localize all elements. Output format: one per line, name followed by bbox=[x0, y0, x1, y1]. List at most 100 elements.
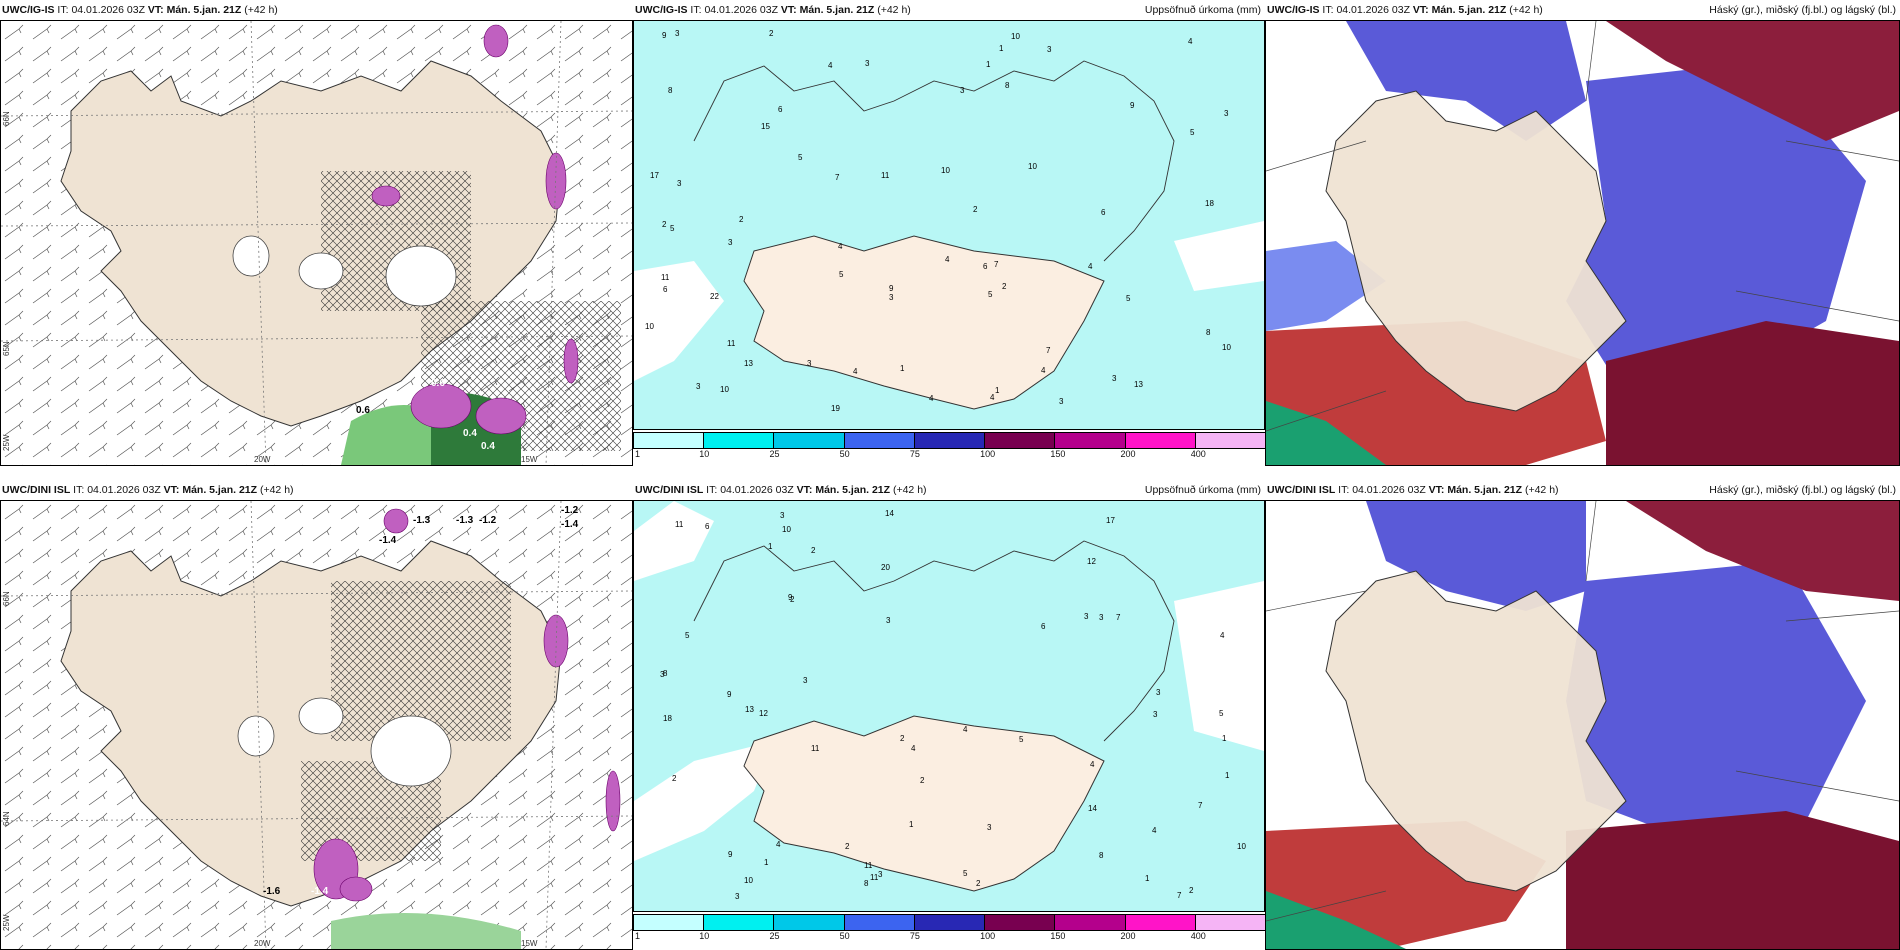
colorbar-tick: 10 bbox=[699, 931, 710, 941]
station-value: 2 bbox=[900, 734, 905, 743]
station-value: 7 bbox=[1177, 891, 1182, 900]
station-value: 5 bbox=[963, 869, 968, 878]
station-value: 11 bbox=[864, 861, 873, 870]
station-value: 3 bbox=[807, 359, 812, 368]
station-value: 3 bbox=[886, 616, 891, 625]
station-value: 3 bbox=[696, 382, 701, 391]
it-value: 04.01.2026 03Z bbox=[87, 484, 161, 496]
colorbar-tick: 150 bbox=[1050, 449, 1066, 459]
station-value: 10 bbox=[720, 385, 729, 394]
station-value: 5 bbox=[988, 290, 993, 299]
station-value: 18 bbox=[1205, 199, 1214, 208]
it-label: IT: bbox=[73, 484, 85, 496]
it-label: IT: bbox=[690, 4, 702, 16]
panel-header: UWC/IG-IS IT: 04.01.2026 03Z VT: Mán. 5.… bbox=[0, 0, 633, 20]
station-value: 2 bbox=[739, 215, 744, 224]
station-value: 3 bbox=[677, 179, 682, 188]
station-value: 4 bbox=[1041, 366, 1046, 375]
station-value: 10 bbox=[1237, 842, 1246, 851]
colorbar-tick: 25 bbox=[769, 449, 780, 459]
colorbar-swatch bbox=[633, 914, 705, 931]
station-value: 11 bbox=[870, 873, 879, 882]
high-cloud bbox=[1606, 21, 1899, 141]
colorbar-tick: 100 bbox=[980, 931, 996, 941]
field-title: Háský (gr.), miðský (fj.bl.) og lágský (… bbox=[1709, 484, 1896, 496]
panel-dini-cloud: UWC/DINI ISL IT: 04.01.2026 03Z VT: Mán.… bbox=[1265, 480, 1900, 950]
value-label: -1.4 bbox=[311, 886, 329, 897]
panel-header: UWC/IG-IS IT: 04.01.2026 03Z VT: Mán. 5.… bbox=[1265, 0, 1900, 20]
it-value: 04.01.2026 03Z bbox=[704, 4, 778, 16]
station-value: 3 bbox=[1156, 688, 1161, 697]
station-value: 3 bbox=[1112, 374, 1117, 383]
field-title: Háský (gr.), miðský (fj.bl.) og lágský (… bbox=[1709, 4, 1896, 16]
map-temperature-wind: 66N 65N 25W 20W 15W 0.6 0.6 0.4 0.4 bbox=[0, 20, 633, 466]
station-value: 3 bbox=[780, 511, 785, 520]
high-cloud bbox=[1626, 501, 1899, 601]
green-area bbox=[331, 913, 521, 949]
station-value: 3 bbox=[1099, 613, 1104, 622]
lead-time: (+42 h) bbox=[1509, 4, 1543, 16]
station-value: 11 bbox=[881, 171, 890, 180]
station-value: 9 bbox=[889, 284, 894, 293]
station-value: 4 bbox=[1090, 760, 1095, 769]
vt-value: Mán. 5.jan. 21Z bbox=[1447, 484, 1523, 496]
station-value: 20 bbox=[881, 563, 890, 572]
colorbar-tick: 75 bbox=[909, 931, 920, 941]
vt-label: VT: bbox=[163, 484, 180, 496]
station-value: 4 bbox=[990, 393, 995, 402]
station-value: 2 bbox=[672, 774, 677, 783]
station-value: 10 bbox=[645, 322, 654, 331]
station-value: 3 bbox=[889, 293, 894, 302]
station-values: 1234544911131417978101820111012658314234… bbox=[660, 509, 1246, 901]
station-value: 2 bbox=[920, 776, 925, 785]
station-value: 6 bbox=[778, 105, 783, 114]
it-value: 04.01.2026 03Z bbox=[720, 484, 794, 496]
colorbar-tick: 75 bbox=[909, 449, 920, 459]
station-value: 6 bbox=[1101, 208, 1106, 217]
colorbar-tick: 50 bbox=[839, 449, 850, 459]
model-name: UWC/IG-IS bbox=[635, 4, 688, 16]
station-value: 4 bbox=[1088, 262, 1093, 271]
hatched-area bbox=[331, 581, 511, 741]
station-value: 17 bbox=[650, 171, 659, 180]
colorbar-swatch bbox=[1054, 432, 1126, 449]
vt-label: VT: bbox=[1412, 4, 1429, 16]
station-value: 2 bbox=[845, 842, 850, 851]
value-label: -1.2 bbox=[479, 515, 497, 526]
station-value: 4 bbox=[776, 840, 781, 849]
station-value: 10 bbox=[744, 876, 753, 885]
station-value: 10 bbox=[1222, 343, 1231, 352]
vt-value: Mán. 5.jan. 21Z bbox=[166, 4, 242, 16]
station-value: 18 bbox=[663, 714, 672, 723]
station-value: 3 bbox=[878, 870, 883, 879]
station-value: 1 bbox=[768, 542, 773, 551]
colorbar-swatch bbox=[984, 914, 1056, 931]
colorbar-swatch bbox=[843, 432, 915, 449]
panel-header: UWC/DINI ISL IT: 04.01.2026 03Z VT: Mán.… bbox=[0, 480, 633, 500]
station-value: 1 bbox=[909, 820, 914, 829]
station-value: 1 bbox=[1225, 771, 1230, 780]
coastline bbox=[693, 540, 1175, 742]
station-value: 1 bbox=[995, 386, 1000, 395]
glacier bbox=[237, 715, 275, 757]
colorbar-swatch bbox=[984, 432, 1056, 449]
lat-label: 66N bbox=[2, 591, 11, 606]
graticule bbox=[1, 21, 632, 465]
station-value: 4 bbox=[929, 394, 934, 403]
it-label: IT: bbox=[706, 484, 718, 496]
station-value: 13 bbox=[1134, 380, 1143, 389]
field-title: Uppsöfnuð úrkoma (mm) bbox=[1144, 484, 1261, 496]
station-value: 14 bbox=[1088, 804, 1097, 813]
colorbar-swatch bbox=[913, 914, 986, 931]
colorbar-tick: 1 bbox=[635, 449, 641, 459]
station-value: 9 bbox=[728, 850, 733, 859]
station-value: 8 bbox=[668, 86, 673, 95]
borders bbox=[1266, 501, 1899, 922]
mid-cloud bbox=[1366, 501, 1586, 611]
borders bbox=[1266, 21, 1899, 432]
colorbar-tick: 10 bbox=[699, 449, 710, 459]
iceland-land bbox=[1325, 570, 1627, 892]
lon-label: 25W bbox=[2, 434, 11, 451]
station-value: 8 bbox=[864, 879, 869, 888]
model-name: UWC/IG-IS bbox=[2, 4, 55, 16]
